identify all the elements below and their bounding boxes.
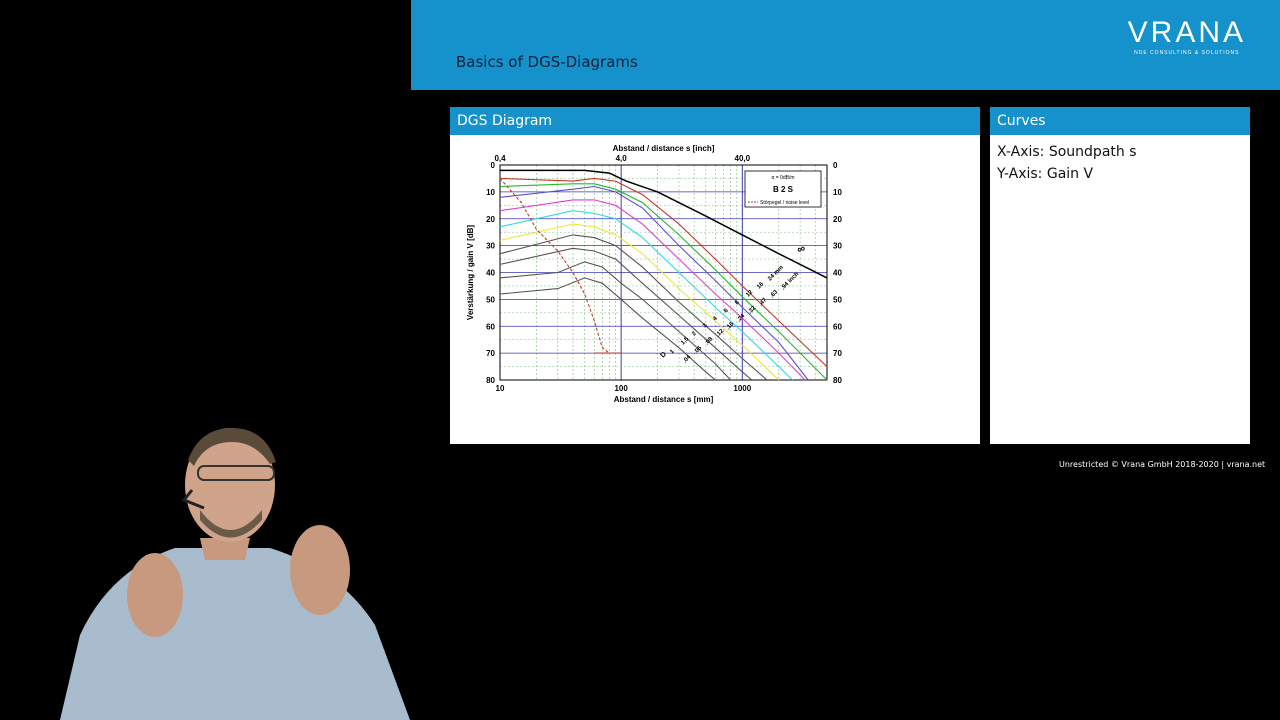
y-tick-label-right: 10	[833, 188, 842, 197]
diameter-mm-label: 2	[691, 330, 698, 337]
legend-box	[744, 170, 822, 208]
diameter-mm-label: 1,5	[680, 336, 691, 347]
y-tick-label-right: 0	[833, 161, 838, 170]
diameter-inch-label: .47	[758, 297, 769, 308]
presenter-beard	[200, 510, 262, 538]
x-tick-label: 1000	[733, 384, 751, 393]
curves-panel-title: Curves	[990, 107, 1250, 135]
diameter-inch-label: .08	[704, 336, 715, 347]
series-line-9	[499, 261, 731, 381]
presenter-right-hand	[290, 525, 350, 615]
x-axis-label: Abstand / distance s [mm]	[614, 395, 714, 404]
diameter-inch-label: .12	[715, 328, 726, 339]
diagram-panel-title: DGS Diagram	[450, 107, 980, 135]
presenter-headset	[181, 489, 205, 510]
y-axis-label: Verstärkung / gain V [dB]	[466, 225, 475, 320]
y-tick-label-left: 70	[486, 349, 495, 358]
y-tick-label-left: 10	[486, 188, 495, 197]
slide-header: Basics of DGS-Diagrams VRANA NDE CONSULT…	[411, 0, 1280, 90]
x-tick-label: 10	[496, 384, 505, 393]
logo-subtitle: NDE CONSULTING & SOLUTIONS	[1134, 50, 1240, 56]
x-top-tick-label: 4,0	[616, 154, 628, 163]
presenter-glasses	[197, 465, 275, 481]
series-line-0	[500, 169, 828, 279]
diameter-inch-label: .94 inch	[780, 271, 800, 291]
y-tick-label-left: 80	[486, 376, 495, 385]
slide-title: Basics of DGS-Diagrams	[456, 53, 638, 71]
y-tick-label-right: 20	[833, 215, 842, 224]
y-axis-description: Y-Axis: Gain V	[997, 166, 1094, 182]
presenter-left-hand	[127, 553, 183, 637]
x-tick-label: 100	[614, 384, 628, 393]
diameter-inch-label: .32	[747, 305, 758, 316]
series-line-6	[499, 223, 780, 381]
diameter-mm-label: 12	[745, 289, 754, 298]
diameter-inch-label: .63	[769, 289, 780, 300]
y-tick-label-left: 30	[486, 242, 495, 251]
presenter-neck	[200, 538, 250, 560]
y-tick-label-right: 50	[833, 295, 842, 304]
dgs-diagram-panel: DGS Diagram 0 0 10 10 20 20 30 30 40 40 50 50 60 60 70…	[450, 107, 980, 444]
plot-frame	[499, 164, 828, 381]
presenter-hair	[188, 428, 276, 466]
series-line-3	[499, 185, 809, 381]
series-line-7	[499, 234, 768, 381]
curves-text: X-Axis: Soundpath s Y-Axis: Gain V	[990, 135, 1250, 191]
series-line-11	[499, 178, 610, 354]
diameter-mm-label: 4	[712, 315, 719, 322]
diameter-inch-label: .06	[693, 345, 704, 356]
curves-panel: Curves X-Axis: Soundpath s Y-Axis: Gain …	[990, 107, 1250, 444]
diameter-inch-label: .04	[682, 354, 693, 365]
y-tick-label-right: 80	[833, 376, 842, 385]
y-tick-label-left: 20	[486, 215, 495, 224]
y-tick-label-left: 40	[486, 269, 495, 278]
x-top-axis-label: Abstand / distance s [inch]	[613, 144, 715, 153]
y-tick-label-left: 0	[491, 161, 496, 170]
presenter-head	[185, 428, 275, 542]
diameter-inch-label: .16	[725, 321, 736, 332]
x-axis-description: X-Axis: Soundpath s	[997, 144, 1137, 160]
presenter-video	[60, 428, 410, 720]
vrana-logo: VRANA NDE CONSULTING & SOLUTIONS	[1127, 16, 1246, 57]
y-tick-label-right: 30	[833, 242, 842, 251]
series-line-10	[499, 277, 716, 381]
diameter-mm-label: 16	[756, 281, 765, 290]
series-line-8	[499, 247, 753, 381]
x-top-tick-label: 40,0	[735, 154, 751, 163]
series-line-4	[499, 199, 806, 381]
dd-label: D	[659, 351, 668, 360]
y-tick-label-right: 60	[833, 322, 842, 331]
diameter-mm-label: 24 mm	[767, 265, 785, 283]
copyright-footer: Unrestricted © Vrana GmbH 2018-2020 | vr…	[1059, 460, 1266, 469]
series-line-2	[499, 183, 828, 381]
diameter-inch-label: .24	[736, 313, 747, 324]
legend-attenuation: α = 0dB/m	[771, 175, 794, 181]
legend-noise-label: Störpegel / noise level	[760, 200, 809, 206]
diameter-mm-label: 6	[723, 307, 730, 314]
y-tick-label-left: 50	[486, 295, 495, 304]
y-tick-label-right: 70	[833, 349, 842, 358]
diameter-mm-label: 8	[734, 299, 741, 306]
infinity-label: ∞	[796, 242, 808, 256]
series-line-5	[499, 210, 793, 381]
presenter-shirt	[60, 548, 410, 720]
legend-probe: B 2 S	[773, 185, 794, 194]
x-top-tick-label: 0,4	[494, 154, 506, 163]
y-tick-label-left: 60	[486, 322, 495, 331]
logo-text: VRANA	[1127, 16, 1246, 49]
diameter-mm-label: 1	[669, 348, 676, 355]
y-tick-label-right: 40	[833, 269, 842, 278]
series-line-1	[499, 177, 828, 367]
diameter-mm-label: 3	[702, 322, 709, 329]
